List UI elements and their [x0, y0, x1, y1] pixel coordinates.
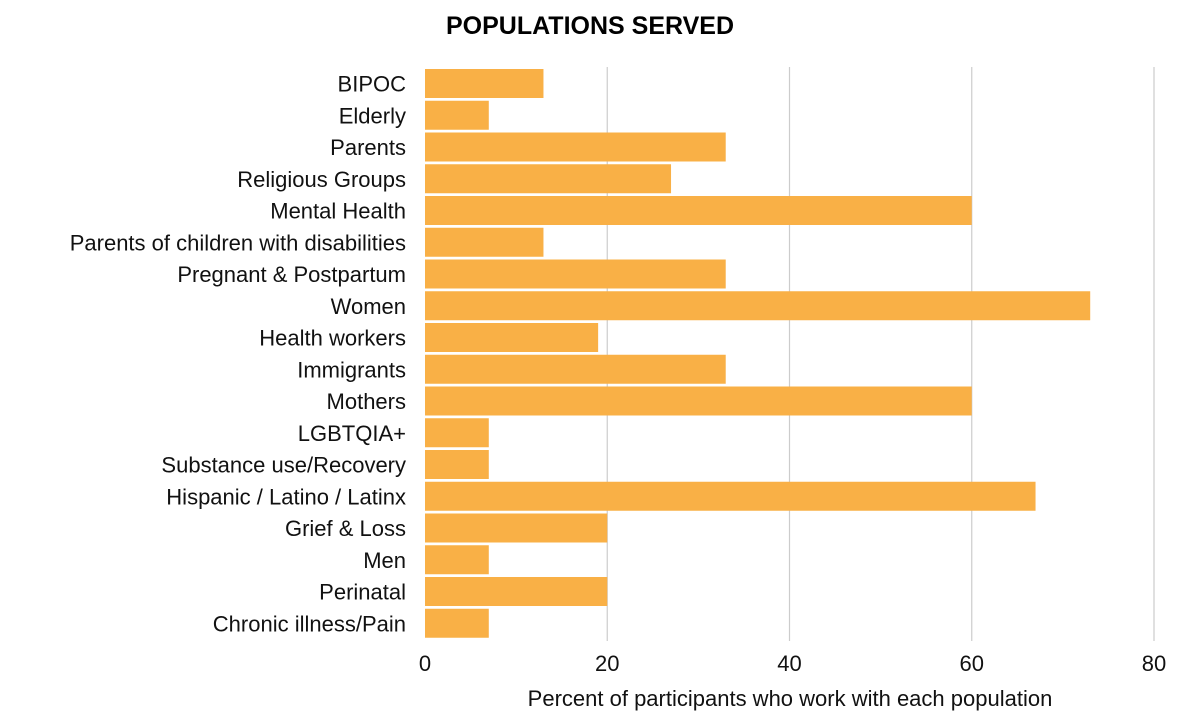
- x-tick-label: 0: [419, 651, 431, 676]
- bar: [425, 291, 1091, 321]
- bar: [425, 545, 489, 575]
- bar: [425, 513, 608, 543]
- category-label: Substance use/Recovery: [161, 453, 406, 478]
- category-labels: BIPOC Elderly Parents Religious Groups Menta…: [70, 72, 406, 637]
- category-label: Parents of children with disabilities: [70, 230, 406, 255]
- category-label: Religious Groups: [237, 167, 406, 192]
- bar: [425, 227, 544, 257]
- bar: [425, 132, 726, 162]
- bar: [425, 323, 599, 352]
- bar: [425, 196, 972, 225]
- bar: [425, 354, 726, 384]
- category-label: Parents: [330, 135, 406, 160]
- category-label: Immigrants: [297, 357, 406, 382]
- category-label: Grief & Loss: [285, 516, 406, 541]
- category-label: Chronic illness/Pain: [213, 611, 406, 636]
- category-label: Health workers: [259, 326, 406, 351]
- bar: [425, 418, 489, 448]
- category-label: Mental Health: [270, 199, 406, 224]
- x-axis-title: Percent of participants who work with ea…: [528, 686, 1053, 711]
- bar: [425, 164, 672, 194]
- category-label: LGBTQIA+: [298, 421, 406, 446]
- x-tick-label: 60: [960, 651, 984, 676]
- bar: [425, 450, 489, 479]
- gridlines: [606, 67, 1155, 641]
- bar: [425, 577, 608, 606]
- chart-title: POPULATIONS SERVED: [446, 12, 734, 40]
- x-tick-label: 20: [595, 651, 619, 676]
- category-label: Women: [331, 294, 406, 319]
- x-tick-label: 80: [1142, 651, 1166, 676]
- category-label: Men: [363, 548, 406, 573]
- bars: [425, 69, 1091, 638]
- bar: [425, 386, 972, 416]
- bar: [425, 481, 1036, 511]
- category-label: Elderly: [339, 103, 406, 128]
- category-label: Pregnant & Postpartum: [177, 262, 406, 287]
- x-tick-label: 40: [777, 651, 801, 676]
- category-label: BIPOC: [338, 72, 407, 97]
- x-tick-labels: 0 20 40 60 80: [419, 651, 1166, 676]
- category-label: Mothers: [327, 389, 406, 414]
- bar: [425, 608, 489, 638]
- category-label: Perinatal: [319, 580, 406, 605]
- bar: [425, 259, 726, 289]
- category-label: Hispanic / Latino / Latinx: [166, 484, 406, 509]
- bar: [425, 69, 544, 98]
- bar: [425, 100, 489, 130]
